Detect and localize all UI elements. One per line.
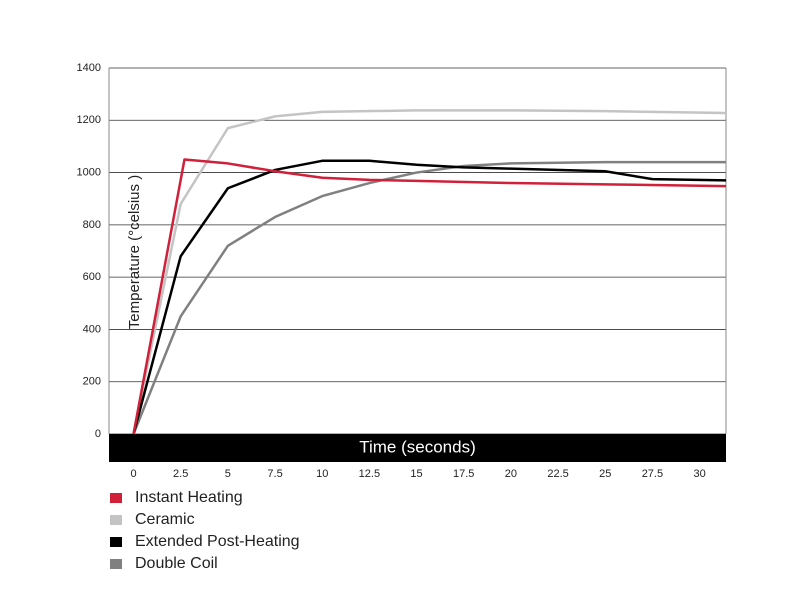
legend-label: Extended Post-Heating	[135, 533, 300, 550]
y-tick-label: 1400	[77, 62, 101, 74]
x-tick-label: 0	[130, 468, 136, 480]
y-axis-label: Temperature (°celsius )	[126, 175, 143, 329]
legend-label: Instant Heating	[135, 489, 243, 506]
y-tick-label: 600	[83, 271, 101, 283]
y-tick-label: 200	[83, 376, 101, 388]
x-tick-label: 12.5	[359, 468, 380, 480]
series-line	[132, 158, 727, 435]
x-tick-label: 7.5	[267, 468, 282, 480]
series-line	[132, 159, 727, 435]
y-tick-label: 1000	[77, 166, 101, 178]
legend-label: Double Coil	[135, 555, 218, 572]
series-line	[132, 109, 727, 435]
legend-swatch	[110, 537, 122, 547]
y-tick-label: 400	[83, 323, 101, 335]
series-line	[132, 160, 726, 435]
legend-swatch	[110, 515, 122, 525]
x-tick-label: 20	[505, 468, 517, 480]
x-tick-label: 27.5	[642, 468, 663, 480]
y-tick-label: 800	[83, 219, 101, 231]
x-tick-label: 30	[693, 468, 705, 480]
x-tick-label: 15	[410, 468, 422, 480]
x-tick-label: 10	[316, 468, 328, 480]
legend-swatch	[110, 559, 122, 569]
y-tick-label: 0	[95, 428, 101, 440]
legend-label: Ceramic	[135, 511, 195, 528]
x-axis-label: Time (seconds)	[359, 437, 476, 456]
x-axis-band	[109, 434, 726, 462]
x-tick-label: 25	[599, 468, 611, 480]
y-tick-label: 1200	[77, 114, 101, 126]
x-tick-label: 2.5	[173, 468, 188, 480]
x-tick-label: 22.5	[547, 468, 568, 480]
legend-swatch	[110, 493, 122, 503]
x-tick-label: 17.5	[453, 468, 474, 480]
x-tick-label: 5	[225, 468, 231, 480]
